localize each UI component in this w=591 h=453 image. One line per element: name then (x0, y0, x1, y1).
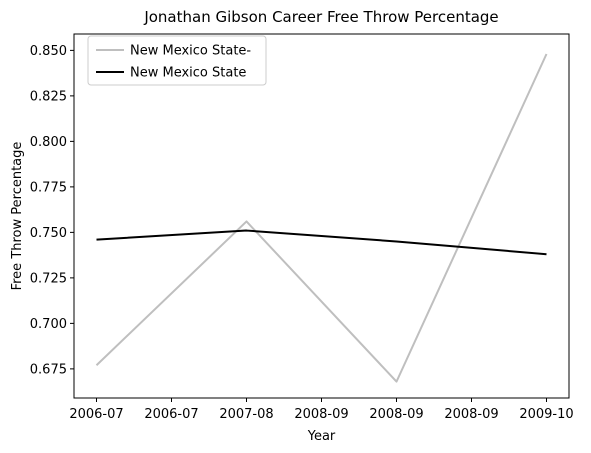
legend-label: New Mexico State (130, 66, 246, 81)
y-axis-ticks: 0.675 0.700 0.725 0.750 0.775 0.800 0.825 0.850 (30, 44, 74, 377)
y-tick-label: 0.800 (30, 135, 67, 150)
x-tick-label: 2007-08 (219, 407, 273, 422)
plot-area-frame (73, 33, 570, 399)
x-axis-ticks: 2006-07 2006-07 2007-08 2008-09 2008-09 2008-… (69, 398, 574, 422)
x-axis-label: Year (307, 429, 336, 444)
x-tick-label: 2009-10 (519, 407, 573, 422)
legend-box (87, 35, 267, 86)
y-tick-label: 0.700 (30, 317, 67, 332)
x-tick-label: 2008-09 (294, 407, 348, 422)
chart-title: Jonathan Gibson Career Free Throw Percen… (143, 8, 498, 26)
x-tick-label: 2006-07 (144, 407, 198, 422)
series-layer (95, 53, 548, 383)
series-line-2 (96, 229, 547, 256)
y-tick-label: 0.675 (30, 362, 67, 377)
y-tick-label: 0.750 (30, 226, 67, 241)
x-tick-label: 2008-09 (444, 407, 498, 422)
x-tick-label: 2006-07 (69, 407, 123, 422)
y-tick-label: 0.725 (30, 271, 67, 286)
y-axis-label: Free Throw Percentage (10, 142, 25, 291)
series-line-1 (95, 53, 548, 383)
y-tick-label: 0.775 (30, 180, 67, 195)
y-tick-label: 0.825 (30, 89, 67, 104)
legend: New Mexico State- New Mexico State (87, 35, 267, 86)
legend-label: New Mexico State- (130, 44, 251, 59)
x-tick-label: 2008-09 (369, 407, 423, 422)
y-tick-label: 0.850 (30, 44, 67, 59)
